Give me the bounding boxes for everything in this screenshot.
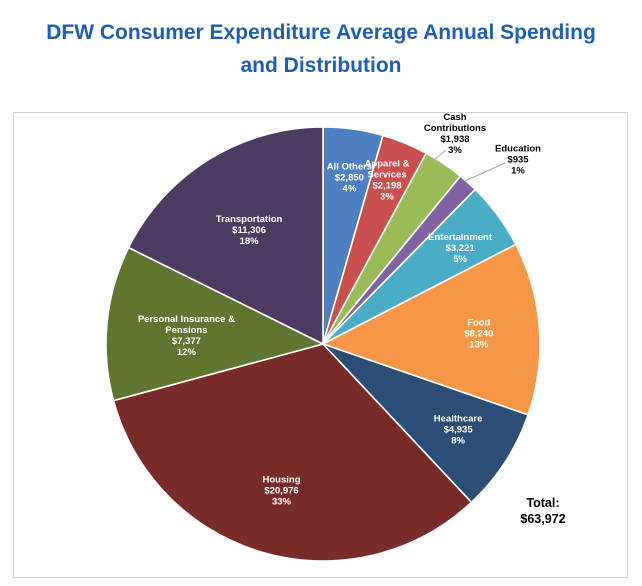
slice-label-line: $11,306 bbox=[232, 225, 266, 236]
slice-label-line: $1,938 bbox=[440, 134, 469, 145]
chart-title: DFW Consumer Expenditure Average Annual … bbox=[0, 16, 642, 82]
slice-label-line: Transportation bbox=[216, 214, 283, 225]
slice-label-line: Pensions bbox=[165, 325, 207, 336]
slice-label-line: $935 bbox=[507, 155, 529, 166]
pie-slice-transportation bbox=[127, 126, 324, 345]
slice-label-line: Food bbox=[467, 317, 490, 328]
slice-label-line: 12% bbox=[177, 347, 197, 358]
slice-label-line: Personal Insurance & bbox=[138, 314, 235, 325]
slice-label-line: All Others bbox=[327, 162, 372, 173]
slice-label-line: 1% bbox=[511, 166, 525, 177]
leader-lines bbox=[433, 149, 506, 182]
pie-slices bbox=[105, 126, 541, 562]
slice-label-line: 3% bbox=[448, 145, 462, 156]
total-annotation: Total: $63,972 bbox=[520, 496, 565, 526]
slice-label-line: 8% bbox=[451, 436, 465, 447]
slice-label-line: $7,377 bbox=[172, 336, 201, 347]
pie-slice-personal-insurance-and-pensions bbox=[105, 246, 324, 402]
slice-label-line: $20,976 bbox=[264, 486, 298, 497]
leader-line-cash-contributions bbox=[433, 149, 447, 161]
slice-label-line: 5% bbox=[453, 254, 467, 265]
slice-label-line: 33% bbox=[272, 497, 292, 508]
slice-label-line: $4,935 bbox=[444, 425, 474, 436]
chart-title-line-1: DFW Consumer Expenditure Average Annual … bbox=[46, 21, 596, 44]
slice-label-line: 4% bbox=[343, 184, 357, 195]
pie-slice-food bbox=[322, 243, 541, 416]
slice-label-line: $8,240 bbox=[464, 328, 493, 339]
slice-label-line: Entertainment bbox=[428, 232, 493, 243]
slice-label-line: $3,221 bbox=[446, 243, 476, 254]
slice-label-line: Services bbox=[367, 169, 406, 180]
slice-label-line: Housing bbox=[263, 475, 301, 486]
total-label: Total: bbox=[526, 496, 559, 510]
slice-label-line: Apparel & bbox=[365, 158, 410, 169]
slice-label-line: Cash bbox=[443, 112, 466, 123]
pie-slice-housing bbox=[112, 343, 473, 562]
slice-label-line: Contributions bbox=[424, 123, 486, 134]
leader-line-education bbox=[464, 162, 506, 182]
slice-label-line: 13% bbox=[469, 339, 489, 350]
pie-slice-healthcare bbox=[322, 343, 529, 504]
slice-label-line: $2,198 bbox=[372, 180, 401, 191]
total-value: $63,972 bbox=[520, 512, 565, 526]
slice-label-line: Healthcare bbox=[434, 414, 483, 425]
slice-label-line: Education bbox=[495, 144, 541, 155]
chart-frame bbox=[13, 112, 628, 578]
slice-label-line: $2,850 bbox=[335, 173, 364, 184]
slice-label-line: 18% bbox=[240, 236, 260, 247]
slice-label-line: 3% bbox=[380, 191, 394, 202]
chart-title-line-2: and Distribution bbox=[240, 54, 402, 77]
